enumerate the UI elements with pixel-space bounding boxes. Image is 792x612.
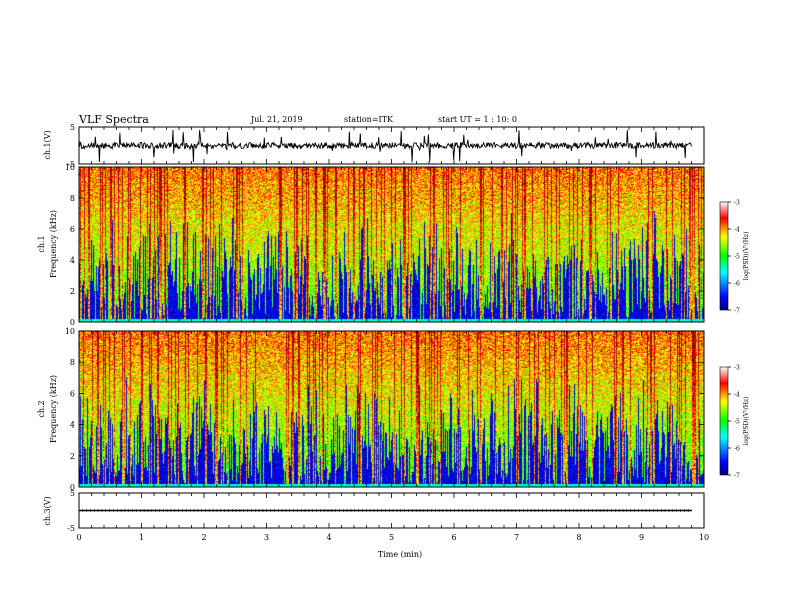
- ch1-waveform-ylabel: ch.1(V): [43, 130, 52, 159]
- ch1-colorbar: -3 -4 -5 -6 -7 log(PSD)(V²/Hz): [719, 200, 750, 315]
- colorbar-tick-label: -3: [734, 200, 740, 207]
- y-tick-label: 5: [70, 489, 75, 498]
- colorbar-tick-label: -5: [734, 419, 740, 426]
- y-tick-label: -5: [67, 524, 75, 533]
- figure-title: VLF Spectra: [78, 113, 149, 126]
- ch1-waveform-line: [78, 129, 693, 163]
- ch1-spectrogram-image: [79, 167, 704, 322]
- ch2-spectrogram-image: [79, 331, 704, 487]
- date-label: Jul. 21, 2019: [250, 115, 303, 124]
- ch2-spectrogram-ylabel: Frequency (kHz): [49, 375, 58, 443]
- ch2-spectrogram-panel: 0 2 4 6 8 10: [65, 327, 705, 492]
- x-tick-label: 6: [451, 533, 456, 542]
- ch2-colorbar-gradient: [719, 366, 729, 476]
- y-tick-label: 8: [70, 194, 75, 203]
- ch2-spectrogram-ylabel-top: ch.2: [37, 400, 46, 417]
- y-tick-label: 6: [70, 225, 75, 234]
- ch3-waveform-panel: 5 -50 1 2 3 4 5 6 7 8 9 10: [67, 489, 709, 542]
- colorbar-tick-label: -7: [734, 473, 740, 480]
- colorbar-tick-label: -4: [734, 227, 740, 234]
- ch3-waveform-ylabel: ch.3(V): [43, 496, 52, 525]
- ch1-colorbar-label: log(PSD)(V²/Hz): [743, 232, 750, 281]
- colorbar-tick-label: -6: [734, 446, 740, 453]
- ch1-spectrogram-ylabel-top: ch.1: [37, 235, 46, 252]
- y-tick-label: 0: [70, 318, 75, 327]
- colorbar-tick-label: -3: [734, 365, 740, 372]
- ch2-colorbar: -3 -4 -5 -6 -7 log(PSD)(V²/Hz): [719, 365, 750, 480]
- start-time-label: start UT = 1 : 10: 0: [438, 115, 517, 124]
- x-tick-label: 1: [139, 533, 144, 542]
- ch1-colorbar-gradient: [719, 201, 729, 311]
- x-tick-label: 2: [201, 533, 206, 542]
- ch1-waveform-panel: 5 -5: [67, 123, 705, 169]
- y-tick-label: 2: [70, 452, 75, 461]
- station-label: station=ITK: [344, 115, 394, 124]
- ch2-colorbar-label: log(PSD)(V²/Hz): [743, 397, 750, 446]
- x-tick-label: 10: [699, 533, 709, 542]
- ch1-spectrogram-ylabel: Frequency (kHz): [49, 210, 58, 278]
- x-tick-label: 9: [639, 533, 644, 542]
- x-tick-label: 7: [514, 533, 519, 542]
- y-tick-label: 10: [65, 163, 75, 172]
- x-tick-label: 5: [389, 533, 394, 542]
- y-tick-label: 8: [70, 358, 75, 367]
- y-tick-label: 4: [70, 256, 75, 265]
- x-axis-label: Time (min): [378, 550, 422, 559]
- x-tick-label: 0: [76, 533, 81, 542]
- ch1-spectrogram-panel: 0 2 4 6 8 10: [65, 163, 705, 327]
- x-tick-label: 8: [576, 533, 581, 542]
- x-tick-label: 3: [264, 533, 269, 542]
- y-tick-label: 6: [70, 389, 75, 398]
- colorbar-tick-label: -5: [734, 254, 740, 261]
- y-tick-label: 5: [70, 123, 75, 132]
- y-tick-label: -5: [67, 160, 75, 169]
- y-tick-label: 0: [70, 483, 75, 492]
- x-tick-label: 4: [326, 533, 331, 542]
- y-tick-label: 2: [70, 287, 75, 296]
- colorbar-tick-label: -4: [734, 392, 740, 399]
- y-tick-label: 10: [65, 327, 75, 336]
- y-tick-label: 4: [70, 421, 75, 430]
- colorbar-tick-label: -6: [734, 281, 740, 288]
- colorbar-tick-label: -7: [734, 308, 740, 315]
